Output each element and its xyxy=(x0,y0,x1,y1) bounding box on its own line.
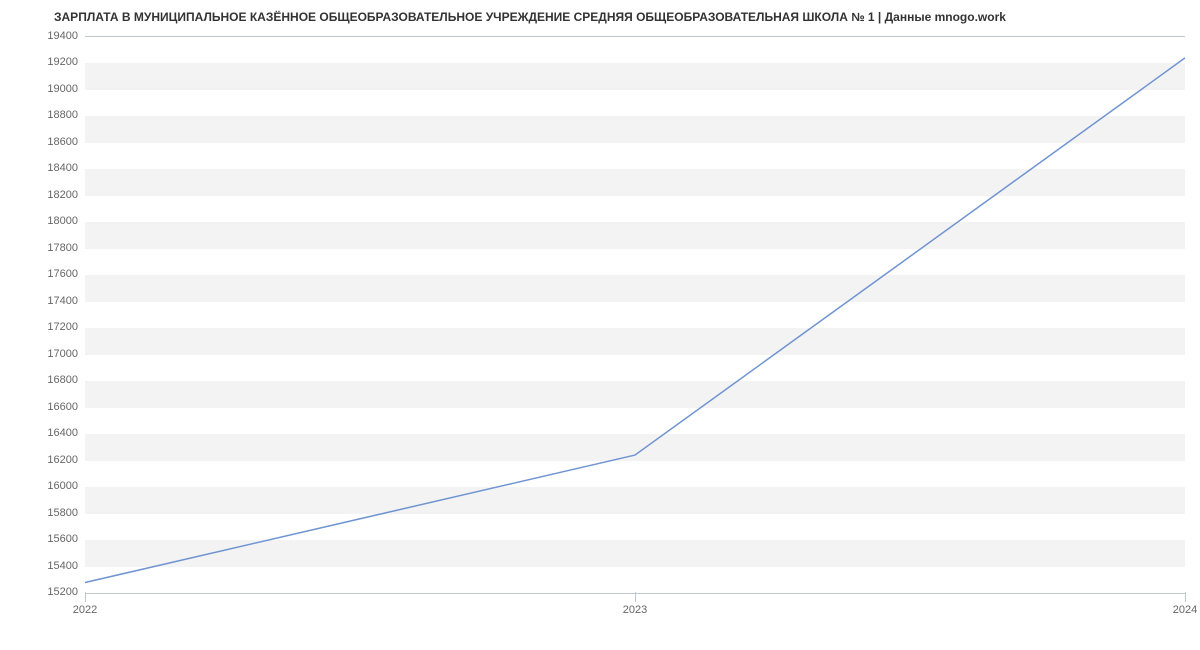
y-axis-label: 17600 xyxy=(18,268,78,280)
y-axis-label: 16600 xyxy=(18,401,78,413)
y-axis-label: 15600 xyxy=(18,533,78,545)
series-line xyxy=(85,58,1185,583)
y-axis-label: 16400 xyxy=(18,427,78,439)
x-axis-label: 2023 xyxy=(623,604,647,616)
y-axis-label: 18200 xyxy=(18,189,78,201)
y-axis-label: 17800 xyxy=(18,242,78,254)
x-axis-tick xyxy=(1185,592,1186,602)
y-axis-label: 19200 xyxy=(18,56,78,68)
x-axis-tick xyxy=(635,592,636,602)
y-axis-label: 17000 xyxy=(18,348,78,360)
x-axis-label: 2024 xyxy=(1173,604,1197,616)
plot-area xyxy=(85,36,1185,594)
line-series xyxy=(85,37,1185,593)
chart-container: ЗАРПЛАТА В МУНИЦИПАЛЬНОЕ КАЗЁННОЕ ОБЩЕОБ… xyxy=(0,0,1200,650)
x-axis-label: 2022 xyxy=(73,604,97,616)
y-axis-label: 19400 xyxy=(18,30,78,42)
y-axis-label: 16800 xyxy=(18,374,78,386)
y-axis-label: 18000 xyxy=(18,215,78,227)
y-axis-label: 15400 xyxy=(18,560,78,572)
y-axis-label: 17200 xyxy=(18,321,78,333)
y-axis-label: 18400 xyxy=(18,162,78,174)
y-axis-label: 17400 xyxy=(18,295,78,307)
y-axis-label: 15200 xyxy=(18,586,78,598)
y-axis-label: 18600 xyxy=(18,136,78,148)
x-axis-tick xyxy=(85,592,86,602)
y-axis-label: 18800 xyxy=(18,109,78,121)
chart-title: ЗАРПЛАТА В МУНИЦИПАЛЬНОЕ КАЗЁННОЕ ОБЩЕОБ… xyxy=(54,10,1006,24)
y-axis-label: 16200 xyxy=(18,454,78,466)
y-axis-label: 15800 xyxy=(18,507,78,519)
y-axis-label: 19000 xyxy=(18,83,78,95)
y-axis-label: 16000 xyxy=(18,480,78,492)
